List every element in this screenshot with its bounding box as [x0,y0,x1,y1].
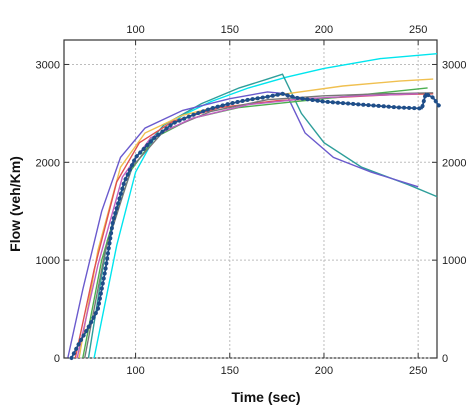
x-axis-title: Time (sec) [232,389,301,405]
right-tick-label: 3000 [442,59,466,71]
x-tick-label: 100 [126,365,144,377]
x-tick-label: 150 [221,365,239,377]
top-tick-label: 150 [221,24,239,36]
right-tick-label: 2000 [442,157,466,169]
y-tick-label: 1000 [36,255,60,267]
right-tick-label: 0 [442,353,448,365]
top-tick-label: 250 [409,24,427,36]
y-tick-label: 2000 [36,157,60,169]
y-tick-label: 0 [54,353,60,365]
series-group [67,53,441,360]
right-tick-label: 1000 [442,255,466,267]
y-axis-title: Flow (veh/Km) [7,156,23,252]
series-line-8 [76,93,419,359]
tick-labels: 100 150 200 250 100 150 200 250 0 1000 2000 3000 0 10… [36,24,467,377]
x-tick-label: 250 [409,365,427,377]
series-line-1 [93,53,438,359]
y-tick-label: 3000 [36,59,60,71]
top-tick-label: 100 [126,24,144,36]
x-tick-label: 200 [315,365,333,377]
series-line-3 [67,91,419,359]
series-line-dotted-core [70,92,440,359]
top-tick-label: 200 [315,24,333,36]
